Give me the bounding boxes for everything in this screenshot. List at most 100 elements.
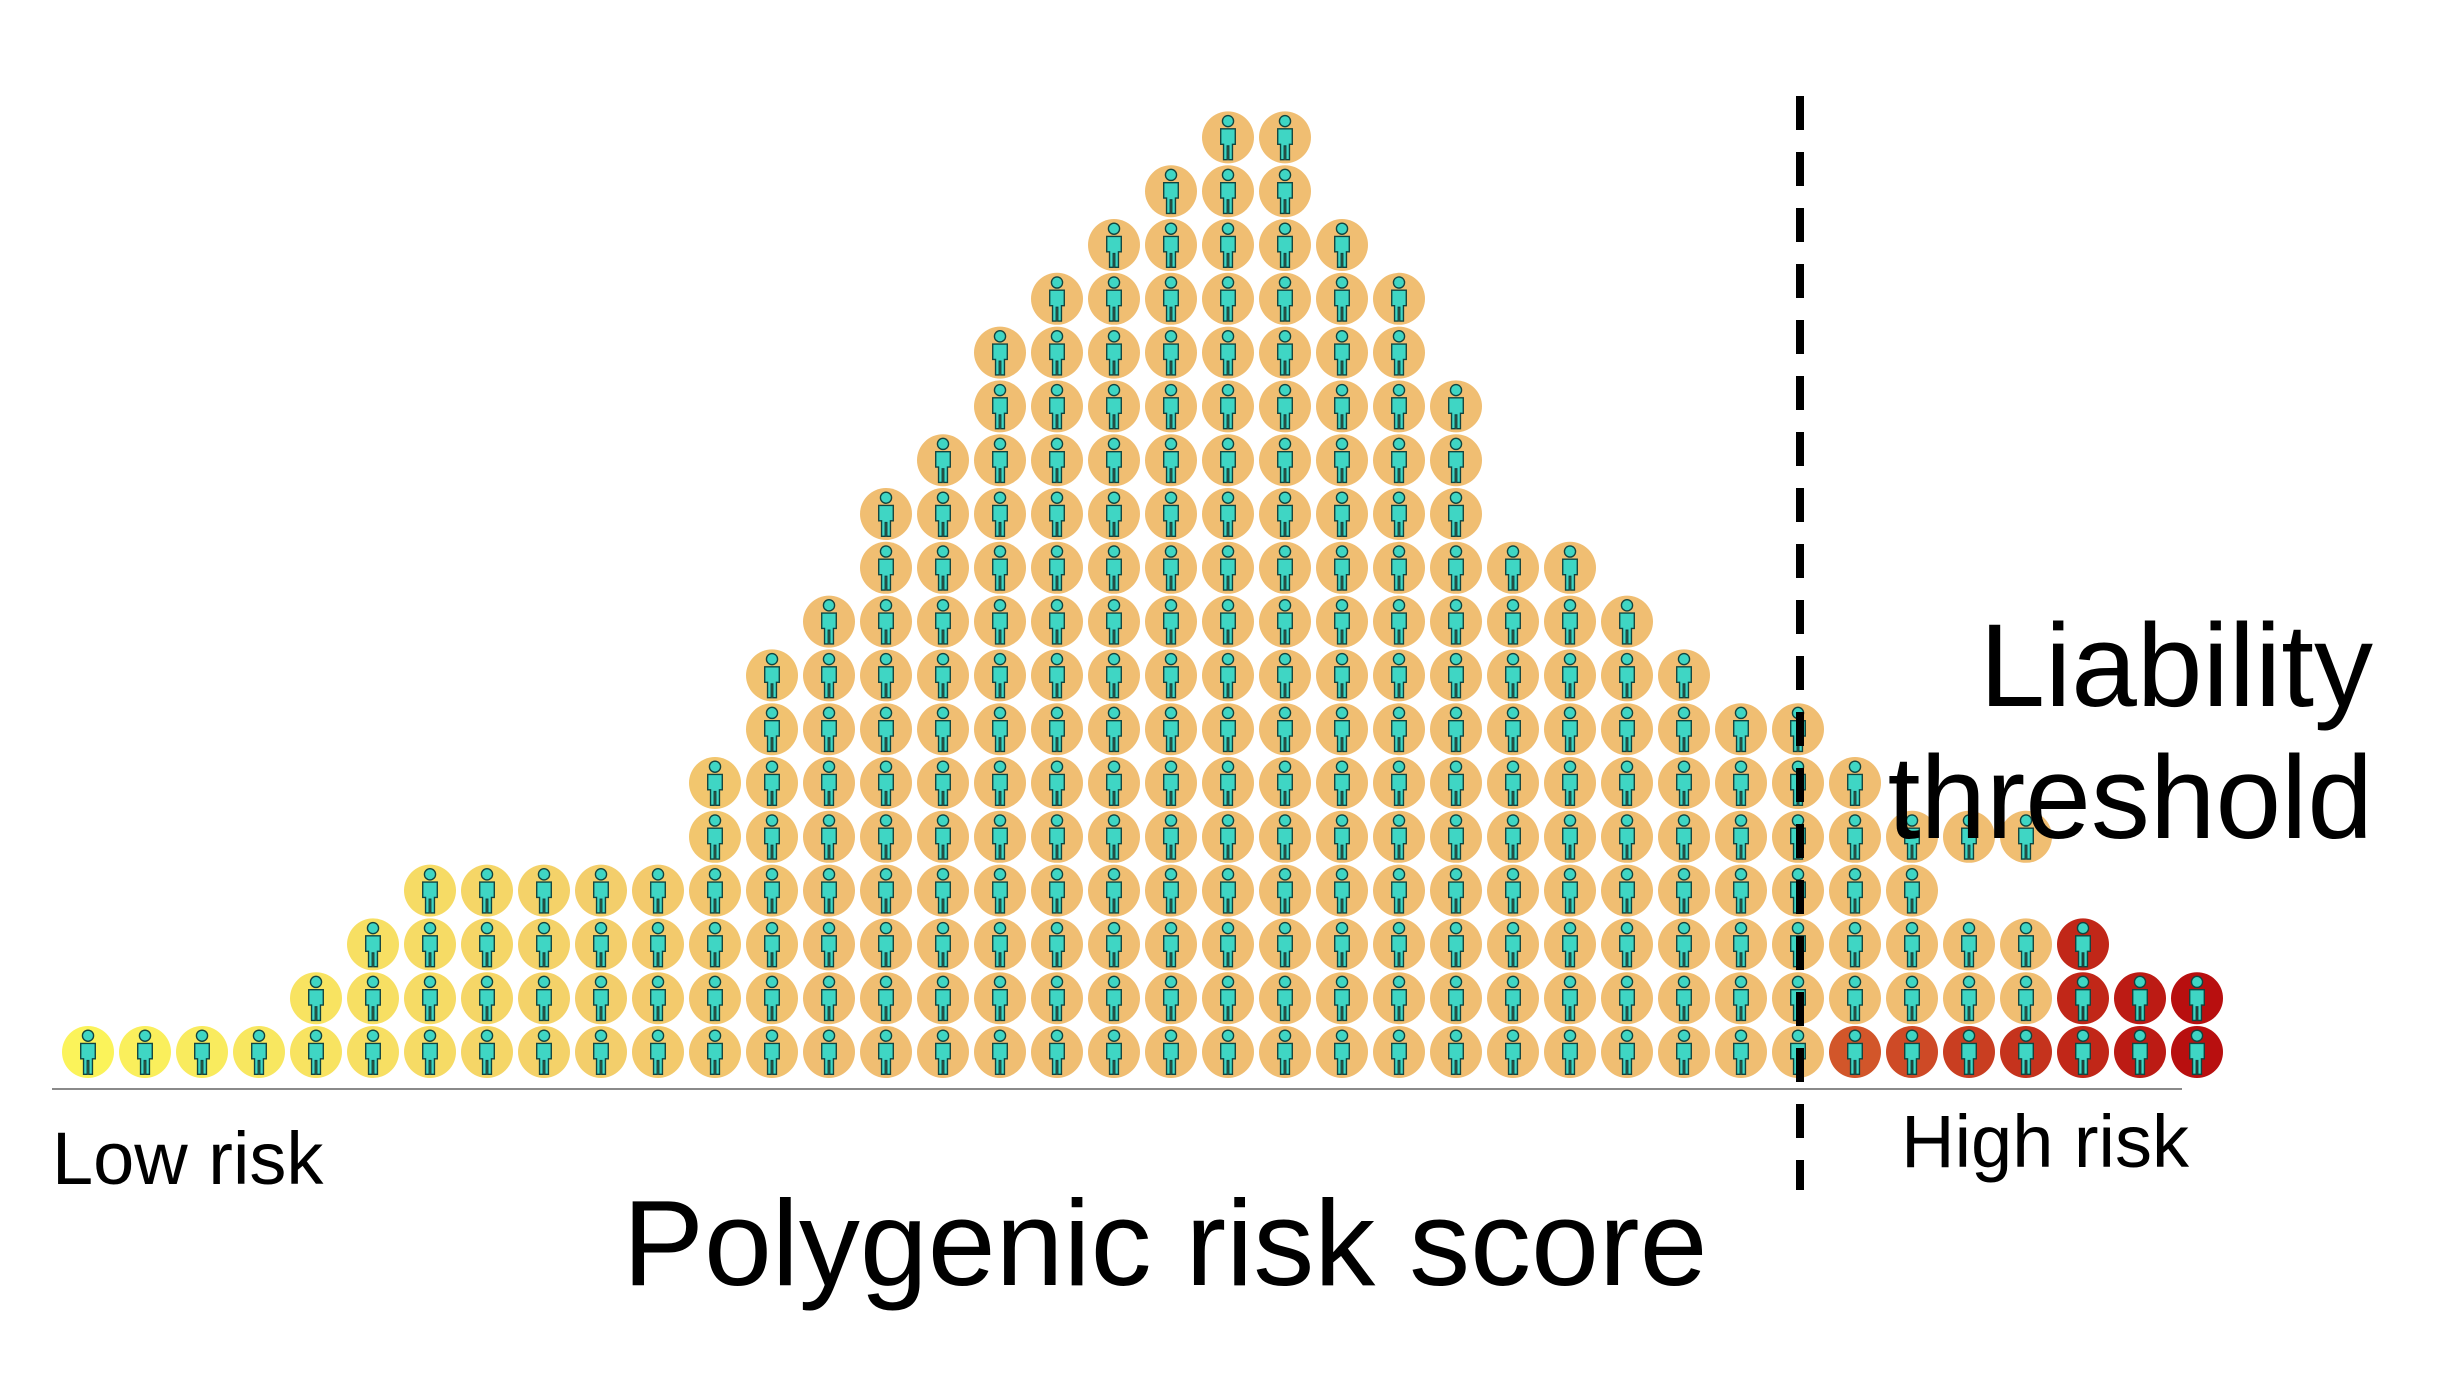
person-icon	[1886, 810, 1938, 863]
person-icon	[917, 595, 969, 648]
person-icon	[1259, 918, 1311, 971]
person-icon	[1430, 810, 1482, 863]
person-icon	[917, 649, 969, 702]
person-icon	[518, 918, 570, 971]
person-icon	[1601, 595, 1653, 648]
person-icon	[1031, 918, 1083, 971]
person-icon	[803, 1026, 855, 1078]
person-icon	[2000, 972, 2052, 1025]
person-icon	[1487, 864, 1539, 917]
person-icon	[1658, 757, 1710, 809]
person-icon	[1031, 272, 1083, 325]
person-icon	[632, 864, 684, 917]
affected-person-icon	[1886, 1026, 1938, 1078]
person-icon	[1943, 918, 1995, 971]
person-icon	[404, 864, 456, 917]
person-icon	[1658, 972, 1710, 1025]
person-icon	[290, 972, 342, 1025]
person-icon	[1487, 918, 1539, 971]
person-icon	[1088, 380, 1140, 433]
person-icon	[1487, 649, 1539, 702]
person-icon	[1202, 757, 1254, 809]
person-icon	[1202, 541, 1254, 594]
threshold-label-line-2: threshold	[1887, 732, 2373, 865]
person-icon	[1316, 541, 1368, 594]
person-icon	[1145, 595, 1197, 648]
affected-person-icon	[2057, 1026, 2109, 1078]
person-icon	[575, 972, 627, 1025]
affected-person-icon	[2057, 972, 2109, 1025]
person-icon	[1601, 649, 1653, 702]
person-icon	[518, 972, 570, 1025]
person-icon	[803, 810, 855, 863]
person-icon	[1145, 488, 1197, 540]
person-icon	[1316, 972, 1368, 1025]
person-icon	[1088, 918, 1140, 971]
affected-person-icon	[2114, 1026, 2166, 1078]
person-icon	[461, 864, 513, 917]
person-icon	[1544, 918, 1596, 971]
person-icon	[1202, 810, 1254, 863]
person-icon	[1430, 434, 1482, 487]
person-icon	[518, 1026, 570, 1078]
person-icon	[1886, 918, 1938, 971]
person-icon	[1031, 649, 1083, 702]
person-icon	[1145, 703, 1197, 756]
affected-person-icon	[2114, 972, 2166, 1025]
person-icon	[1202, 165, 1254, 218]
person-icon	[860, 703, 912, 756]
person-icon	[803, 595, 855, 648]
person-icon	[1943, 810, 1995, 863]
person-icon	[1601, 864, 1653, 917]
person-icon	[1088, 649, 1140, 702]
person-icon	[917, 864, 969, 917]
person-icon	[1316, 703, 1368, 756]
person-icon	[1145, 434, 1197, 487]
person-icon	[518, 864, 570, 917]
person-icon	[860, 541, 912, 594]
person-icon	[746, 1026, 798, 1078]
person-icon	[1088, 757, 1140, 809]
person-icon	[1544, 757, 1596, 809]
person-icon	[1202, 649, 1254, 702]
person-icon	[347, 972, 399, 1025]
person-icon	[917, 541, 969, 594]
person-icon	[1373, 810, 1425, 863]
person-icon	[1316, 864, 1368, 917]
person-icon	[803, 918, 855, 971]
person-icon	[1202, 272, 1254, 325]
person-icon	[1373, 649, 1425, 702]
person-icon	[1145, 380, 1197, 433]
person-icon	[1259, 488, 1311, 540]
person-icon	[1316, 434, 1368, 487]
person-icon	[1259, 649, 1311, 702]
person-icon	[1259, 326, 1311, 379]
person-icon	[176, 1026, 228, 1078]
person-icon	[1316, 595, 1368, 648]
person-icon	[575, 864, 627, 917]
person-icon	[1373, 595, 1425, 648]
person-icon	[1886, 864, 1938, 917]
person-icon	[917, 757, 969, 809]
person-icon	[689, 810, 741, 863]
person-icon	[1259, 380, 1311, 433]
person-icon	[803, 649, 855, 702]
person-icon	[689, 757, 741, 809]
person-icon	[974, 757, 1026, 809]
person-icon	[1544, 703, 1596, 756]
person-icon	[1487, 541, 1539, 594]
person-icon	[290, 1026, 342, 1078]
person-icon	[1430, 488, 1482, 540]
person-icon	[746, 757, 798, 809]
person-icon	[1373, 272, 1425, 325]
person-icon	[62, 1026, 114, 1078]
population-grid	[62, 111, 2223, 1078]
affected-person-icon	[1943, 1026, 1995, 1078]
person-icon	[1430, 757, 1482, 809]
person-icon	[917, 703, 969, 756]
person-icon	[1259, 757, 1311, 809]
person-icon	[1373, 434, 1425, 487]
person-icon	[1145, 326, 1197, 379]
person-icon	[1031, 434, 1083, 487]
person-icon	[1145, 272, 1197, 325]
